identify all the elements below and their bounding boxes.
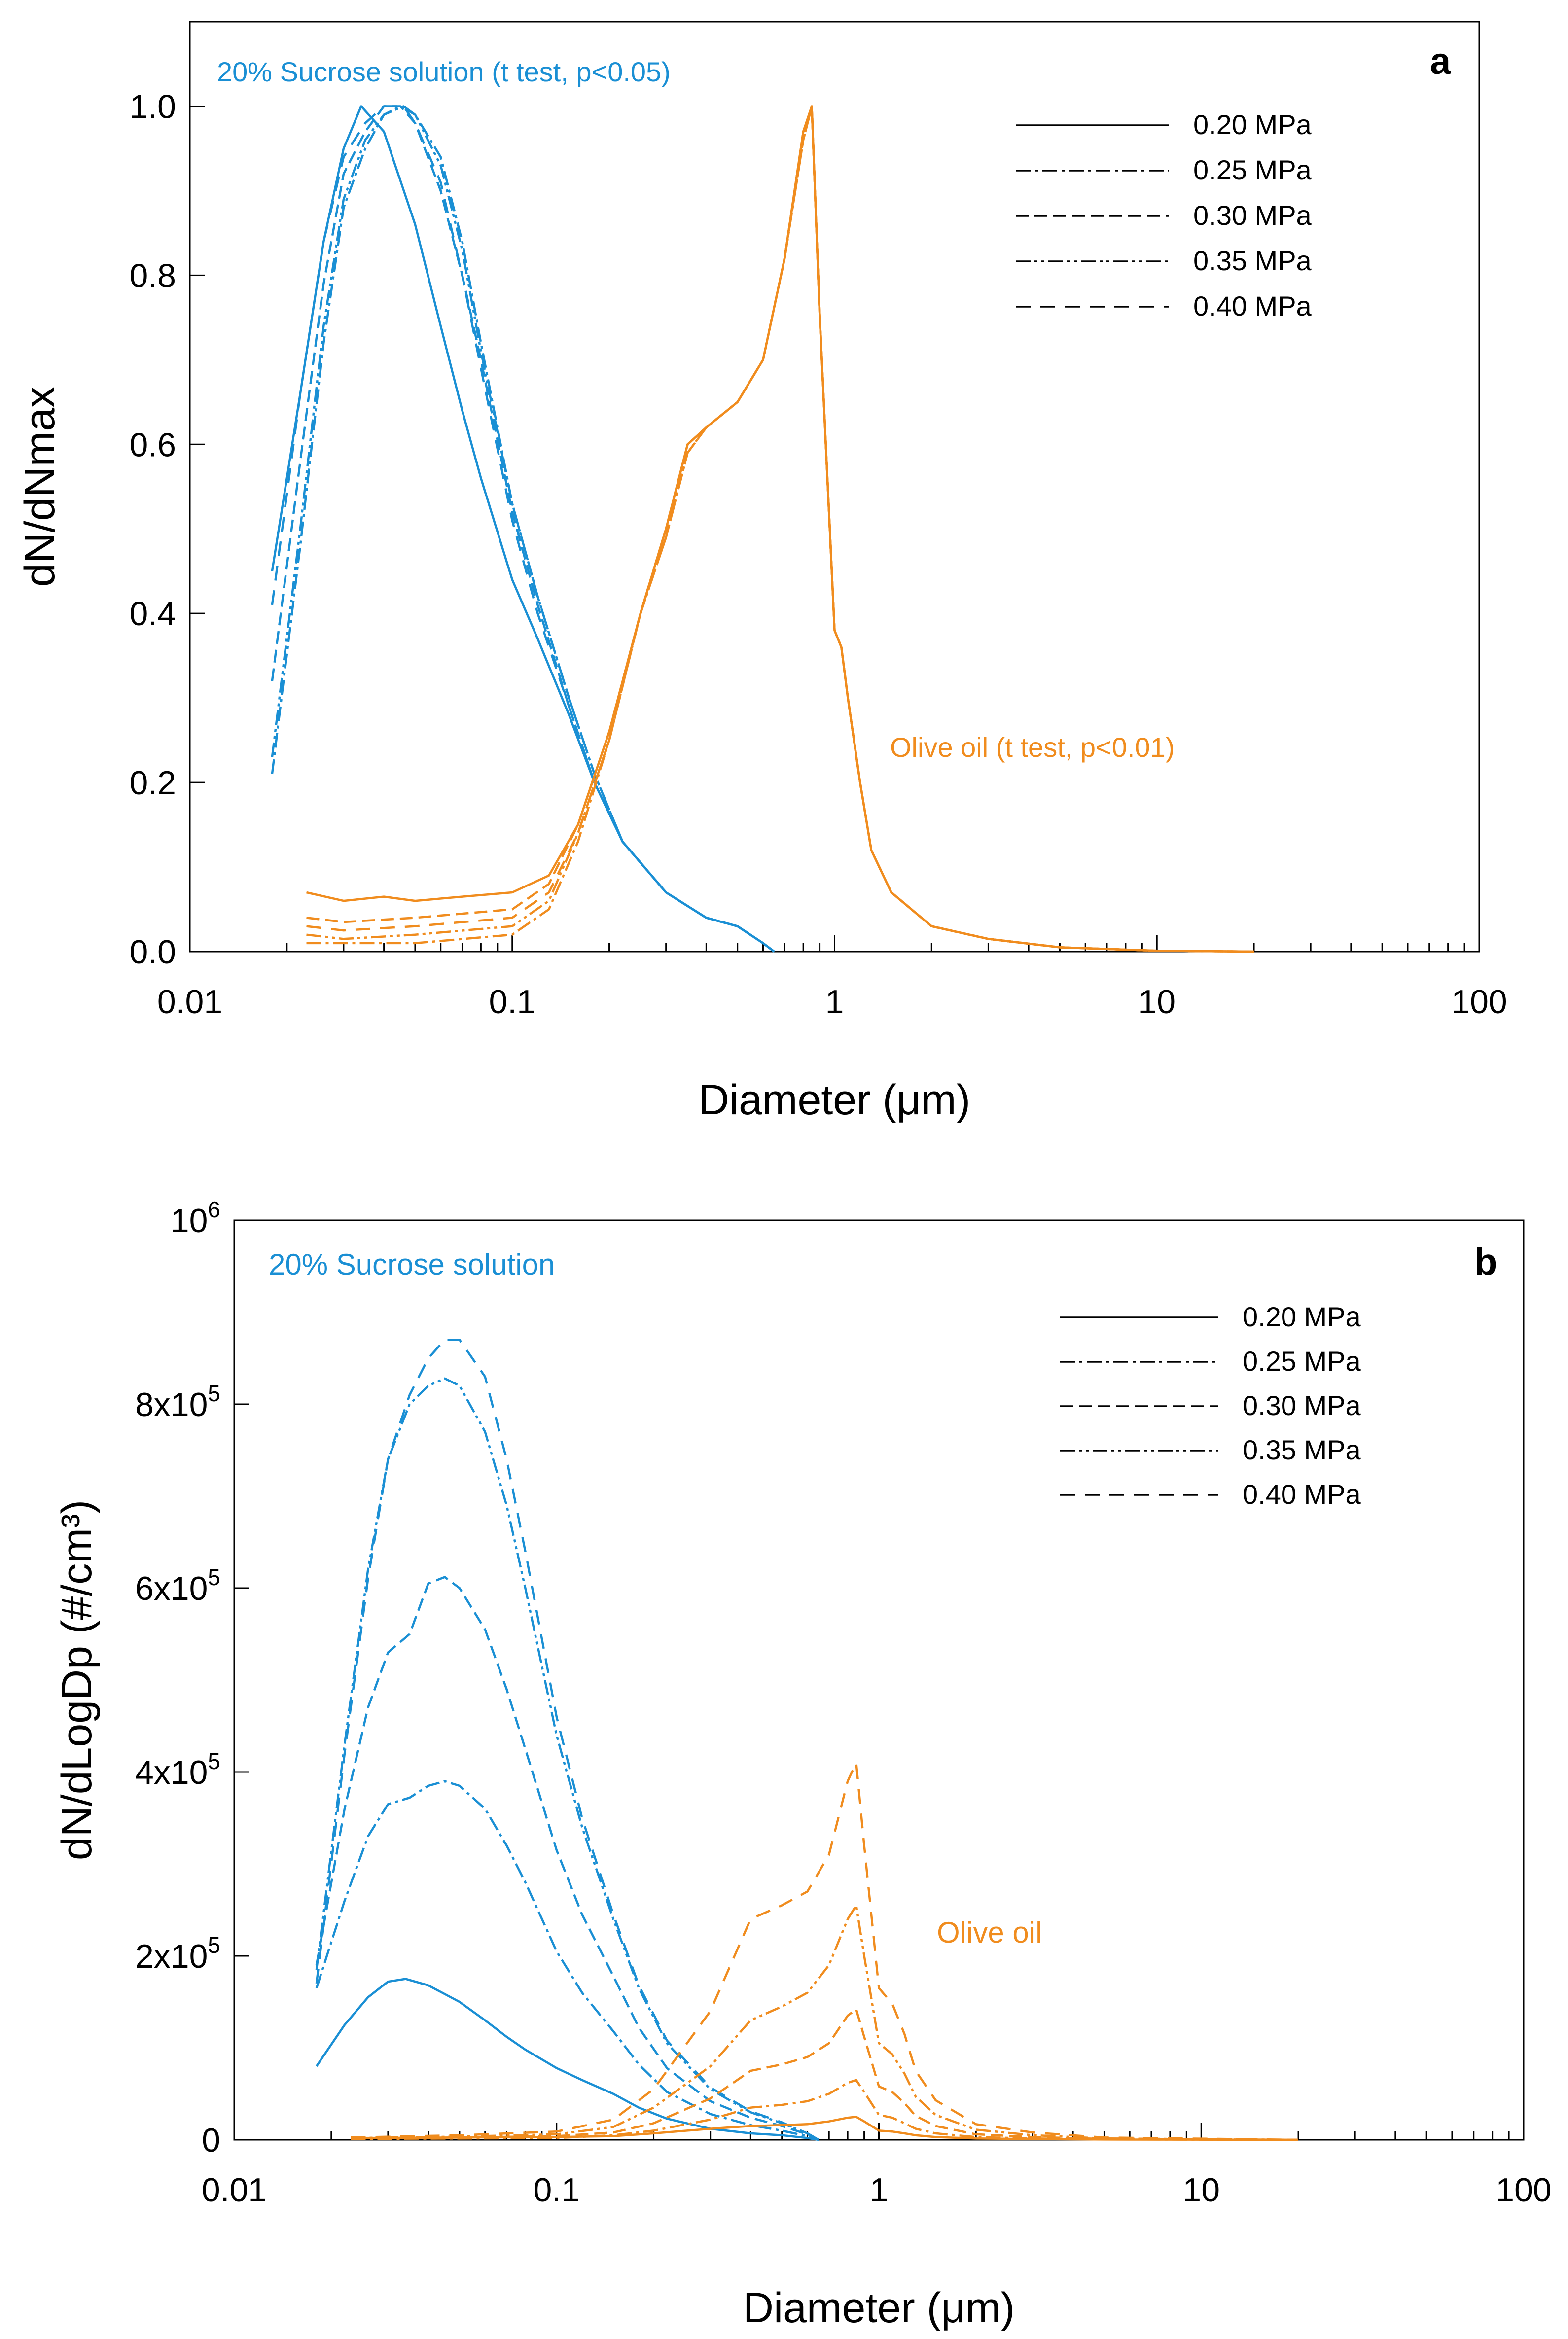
x-tick-label: 0.01	[157, 983, 222, 1021]
x-tick-label: 0.1	[533, 2171, 580, 2209]
y-tick-label: 0.0	[129, 933, 176, 971]
series-line-sucrose-020	[316, 1978, 819, 2141]
series-line-olive-025	[351, 2079, 1299, 2141]
series-line-olive-035	[306, 105, 1254, 953]
y-tick-label: 4x105	[135, 1748, 220, 1791]
series-line-sucrose-020	[271, 105, 775, 953]
series-line-sucrose-030	[271, 105, 775, 953]
y-tick-label: 0.4	[129, 595, 176, 633]
y-tick-label: 2x105	[135, 1932, 220, 1975]
x-axis-label: Diameter (μm)	[743, 2284, 1015, 2332]
panel-b: 0.01 0.1 1 10 100 0 2x105 4x105 6x105 8x105 106 Dia…	[53, 1197, 1552, 2332]
series-line-sucrose-040	[315, 1339, 820, 2141]
x-tick-label: 10	[1138, 983, 1176, 1021]
series-line-sucrose-025	[315, 1780, 819, 2141]
series-line-sucrose-040	[271, 105, 775, 953]
x-tick-label: 10	[1182, 2171, 1220, 2209]
panel-label: b	[1474, 1241, 1497, 1283]
legend-entry: 0.20 MPa	[1193, 109, 1312, 140]
y-tick-label: 1.0	[129, 88, 176, 125]
legend-entry: 0.30 MPa	[1193, 200, 1312, 231]
x-tick-label: 0.1	[489, 983, 535, 1021]
y-tick-label: 106	[171, 1197, 220, 1240]
annotation-olive: Olive oil (t test, p<0.01)	[890, 732, 1175, 763]
legend-entry: 0.35 MPa	[1193, 245, 1312, 276]
series-line-olive-030	[351, 2008, 1299, 2141]
y-axis-label: dN/dNmax	[16, 387, 64, 587]
y-tick-label: 8x105	[135, 1381, 220, 1423]
series-line-olive-020	[306, 105, 1254, 953]
series-line-olive-035	[351, 1904, 1299, 2141]
y-tick-label: 0.8	[129, 257, 176, 294]
series-line-olive-025	[306, 105, 1254, 953]
panel-a: 0.01 0.1 1 10 100 0.0 0.2 0.4 0.6 0.8 1.0 Diameter …	[16, 21, 1507, 1124]
series-line-sucrose-030	[315, 1576, 820, 2141]
series-line-olive-040	[351, 1762, 1299, 2141]
y-tick-label: 0.6	[129, 426, 176, 463]
x-tick-label: 1	[825, 983, 844, 1021]
x-tick-label: 100	[1496, 2171, 1551, 2209]
y-tick-label: 6x105	[135, 1564, 220, 1607]
annotation-olive: Olive oil	[937, 1916, 1042, 1949]
annotation-sucrose: 20% Sucrose solution	[269, 1248, 555, 1281]
x-tick-label: 0.01	[202, 2171, 267, 2209]
x-axis-label: Diameter (μm)	[699, 1076, 970, 1124]
annotation-sucrose: 20% Sucrose solution (t test, p<0.05)	[217, 56, 671, 87]
series-line-olive-030	[306, 105, 1254, 953]
legend-entry: 0.25 MPa	[1193, 154, 1312, 185]
legend-entry: 0.20 MPa	[1243, 1301, 1361, 1332]
y-tick-label: 0	[202, 2122, 220, 2159]
x-tick-label: 1	[870, 2171, 889, 2209]
legend: 0.20 MPa 0.25 MPa 0.30 MPa 0.35 MPa 0.40 MPa	[1016, 109, 1312, 321]
legend-entry: 0.40 MPa	[1243, 1479, 1361, 1510]
series-line-olive-020	[351, 2116, 1299, 2141]
legend-entry: 0.30 MPa	[1243, 1390, 1361, 1421]
legend: 0.20 MPa 0.25 MPa 0.30 MPa 0.35 MPa 0.40 MPa	[1060, 1301, 1361, 1510]
series-line-sucrose-025	[271, 105, 775, 953]
legend-entry: 0.35 MPa	[1243, 1434, 1361, 1465]
legend-entry: 0.40 MPa	[1193, 290, 1312, 321]
y-axis-label: dN/dLogDp (#/cm³)	[53, 1500, 101, 1860]
legend-entry: 0.25 MPa	[1243, 1346, 1361, 1377]
series-line-sucrose-035	[271, 105, 775, 953]
y-tick-label: 0.2	[129, 764, 176, 802]
series-line-olive-040	[306, 105, 1254, 953]
x-tick-label: 100	[1451, 983, 1507, 1021]
panel-label: a	[1430, 40, 1451, 82]
